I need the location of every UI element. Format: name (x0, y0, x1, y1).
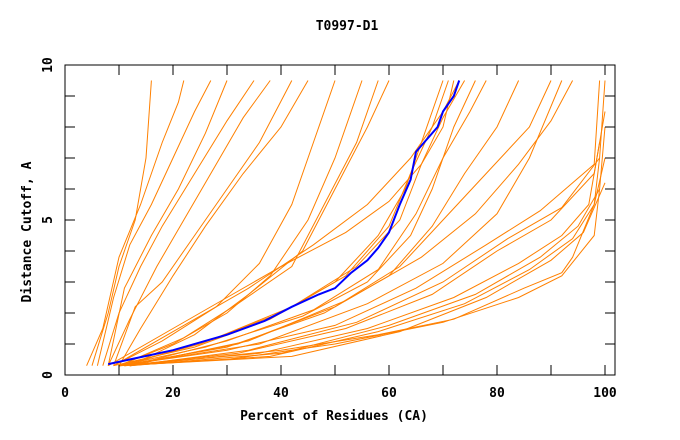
x-tick-label: 40 (273, 386, 289, 401)
model-series-line (118, 80, 363, 367)
x-axis-label: Percent of Residues (CA) (240, 409, 428, 424)
model-series-line (124, 111, 606, 367)
model-series-line (129, 80, 606, 367)
model-series-line (118, 182, 606, 367)
x-tick-label: 20 (165, 386, 181, 401)
model-series-line (129, 80, 487, 367)
model-series-line (118, 80, 379, 367)
model-series-line (118, 80, 563, 367)
model-series-line (102, 80, 255, 366)
x-tick-label: 100 (593, 386, 617, 401)
model-series-line (96, 80, 212, 366)
model-series-line (107, 80, 228, 366)
chart-title: T0997-D1 (316, 19, 379, 34)
model-series-line (124, 157, 606, 367)
model-series-line (107, 80, 455, 367)
model-series-line (129, 80, 574, 367)
axes: 0 20 40 60 80 100 0 5 10 (41, 57, 617, 401)
model-series-line (124, 80, 466, 367)
y-tick-label: 10 (41, 57, 56, 73)
model-series-line (129, 126, 606, 367)
model-series-line (113, 80, 293, 366)
model-series-line (129, 157, 601, 367)
model-series-line (86, 80, 185, 366)
model-series-line (118, 188, 601, 367)
highlight-series-line (107, 80, 461, 366)
model-series-line (129, 80, 390, 367)
x-tick-label: 0 (61, 386, 69, 401)
model-series-line (124, 80, 552, 367)
plot-frame (64, 64, 616, 376)
model-series-line (118, 80, 309, 366)
x-tick-label: 80 (489, 386, 505, 401)
model-series-line (118, 142, 601, 367)
model-series-line (91, 80, 152, 366)
y-tick-label: 0 (41, 371, 56, 379)
model-series-line (118, 80, 520, 367)
model-series-line (113, 80, 336, 367)
model-series-line (113, 80, 444, 367)
model-series-line (113, 80, 460, 367)
model-series-line (118, 80, 601, 367)
x-tick-label: 60 (381, 386, 397, 401)
model-series-line (107, 80, 271, 366)
series-lines (86, 80, 606, 367)
y-axis-label: Distance Cutoff, A (20, 161, 35, 302)
y-tick-label: 5 (41, 216, 56, 224)
